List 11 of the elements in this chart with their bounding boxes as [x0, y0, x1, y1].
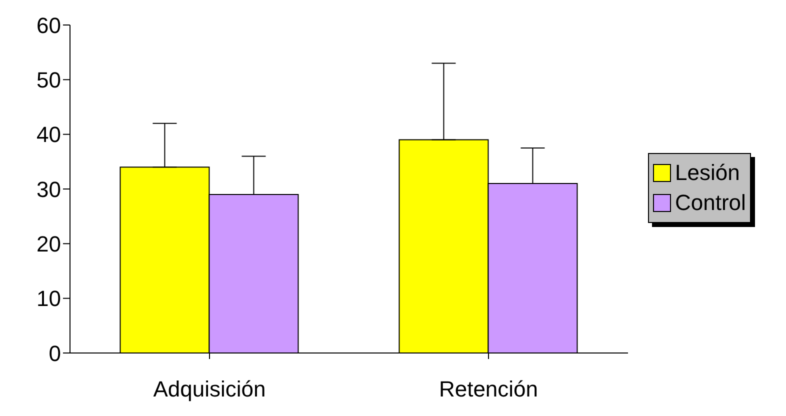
y-tick-label: 20	[36, 231, 61, 256]
y-tick-label: 30	[36, 176, 61, 202]
y-tick-label: 0	[48, 340, 61, 366]
y-tick-label: 50	[36, 67, 61, 92]
x-tick-label: Adquisición	[153, 376, 266, 402]
y-tick-label: 60	[36, 12, 61, 38]
y-tick-label: 40	[36, 122, 61, 148]
legend-label: Lesión	[675, 159, 740, 187]
y-tick-label: 10	[36, 286, 61, 312]
legend-label: Control	[675, 189, 746, 217]
x-tick-label: Retención	[438, 376, 538, 402]
